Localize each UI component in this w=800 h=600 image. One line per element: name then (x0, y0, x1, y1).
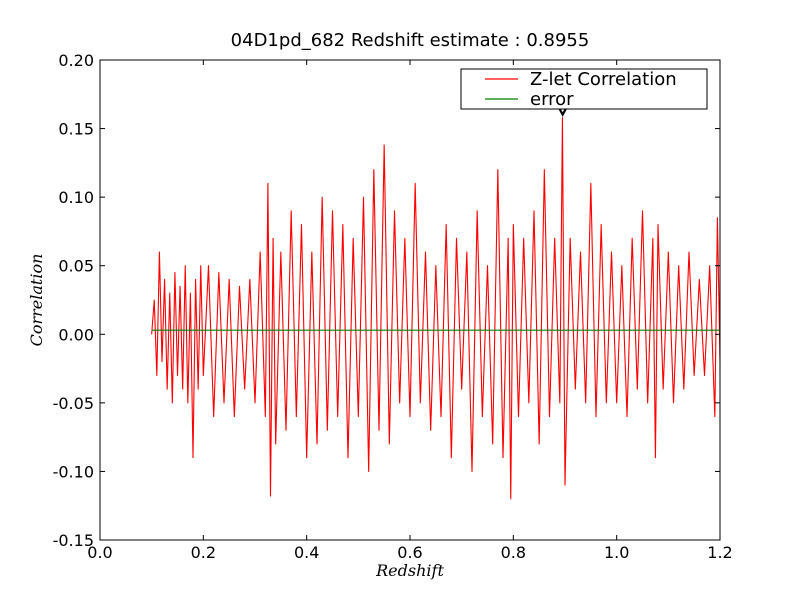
series-line-0 (151, 117, 721, 500)
y-tick-label: 0.00 (58, 325, 94, 344)
x-tick-label: 1.2 (707, 543, 732, 562)
chart-title: 04D1pd_682 Redshift estimate : 0.8955 (231, 30, 590, 51)
y-tick-label: -0.10 (53, 462, 94, 481)
x-tick-label: 1.0 (604, 543, 629, 562)
plot-area (100, 60, 720, 540)
y-tick-label: -0.15 (53, 531, 94, 550)
y-axis-label: Correlation (27, 254, 46, 347)
x-tick-label: 0.4 (294, 543, 319, 562)
y-tick-label: 0.15 (58, 120, 94, 139)
x-tick-label: 0.0 (87, 543, 112, 562)
x-tick-label: 0.8 (501, 543, 526, 562)
y-tick-label: 0.05 (58, 257, 94, 276)
legend-box (460, 68, 708, 110)
legend-label-correlation: Z-let Correlation (530, 69, 677, 90)
y-tick-label: -0.05 (53, 394, 94, 413)
x-tick-label: 0.2 (191, 543, 216, 562)
x-axis: 0.0 0.2 0.4 0.6 0.8 1.0 1.2 (87, 60, 733, 562)
series-layer (151, 117, 721, 500)
y-tick-label: 0.10 (58, 188, 94, 207)
legend-label-error: error (530, 89, 574, 110)
x-tick-label: 0.6 (397, 543, 422, 562)
y-tick-label: 0.20 (58, 51, 94, 70)
y-axis: 0.20 0.15 0.10 0.05 0.00 -0.05 -0.10 -0.15 (53, 51, 720, 550)
x-axis-label: Redshift (375, 561, 444, 580)
legend: Z-let Correlation error (460, 68, 708, 110)
